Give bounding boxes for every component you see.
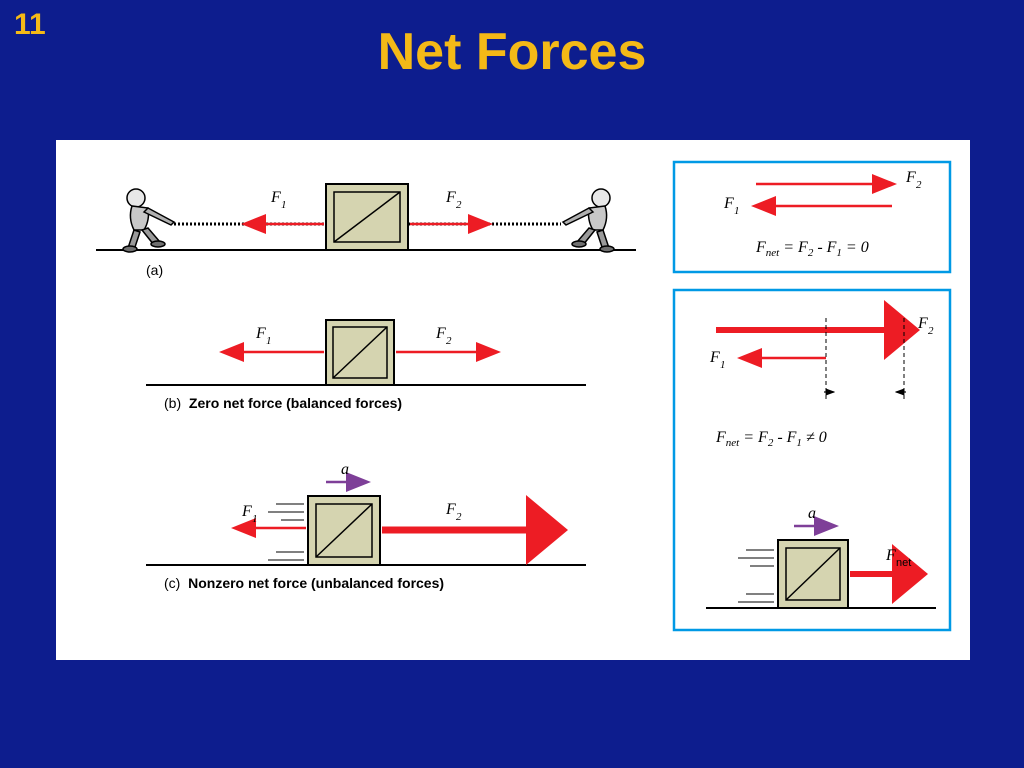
svg-text:1: 1 — [281, 199, 287, 211]
svg-text:2: 2 — [456, 511, 462, 523]
svg-text:1: 1 — [734, 205, 740, 217]
svg-text:2: 2 — [456, 199, 462, 211]
panel-right-bottom: F2 F1 Fnet = F2 - F1 ≠ 0 — [674, 290, 950, 630]
svg-text:a: a — [808, 505, 816, 522]
svg-text:F: F — [270, 189, 281, 206]
svg-text:F: F — [723, 195, 734, 212]
svg-text:F: F — [435, 325, 446, 342]
panel-b: F1 F2 (b) Zero net force (balanced force… — [146, 320, 586, 411]
svg-text:net: net — [896, 557, 911, 569]
svg-text:F: F — [905, 169, 916, 186]
svg-text:a: a — [341, 461, 349, 478]
svg-text:F: F — [241, 503, 252, 520]
svg-text:F: F — [445, 189, 456, 206]
svg-text:(b) Zero net force (balanced: (b) Zero net force (balanced forces) — [164, 395, 402, 411]
panel-right-top: F2 F1 Fnet = F2 - F1 = 0 — [674, 162, 950, 272]
svg-text:F: F — [709, 349, 720, 366]
svg-text:Fnet = F2 - F1 = 0: Fnet = F2 - F1 = 0 — [755, 239, 869, 259]
svg-text:2: 2 — [916, 179, 922, 191]
svg-text:1: 1 — [720, 359, 726, 371]
svg-text:F: F — [917, 315, 928, 332]
slide-title: Net Forces — [0, 22, 1024, 82]
svg-text:(c) Nonzero net force (unbala: (c) Nonzero net force (unbalanced forces… — [164, 575, 444, 591]
diagram-area: F1 F2 (a) F1 F2 (b) Zero net force (bala… — [56, 140, 970, 660]
svg-text:1: 1 — [266, 335, 272, 347]
panel-a-label: (a) — [146, 262, 163, 278]
svg-text:Fnet = F2 - F1 ≠ 0: Fnet = F2 - F1 ≠ 0 — [715, 429, 827, 449]
panel-c: a F1 F2 (c) Nonzero net force (unbalance… — [146, 461, 586, 591]
svg-text:F: F — [255, 325, 266, 342]
svg-text:F: F — [885, 547, 896, 564]
panel-a: F1 F2 (a) — [96, 184, 636, 278]
svg-text:2: 2 — [928, 325, 934, 337]
svg-text:1: 1 — [252, 513, 258, 525]
svg-text:F: F — [445, 501, 456, 518]
svg-text:2: 2 — [446, 335, 452, 347]
